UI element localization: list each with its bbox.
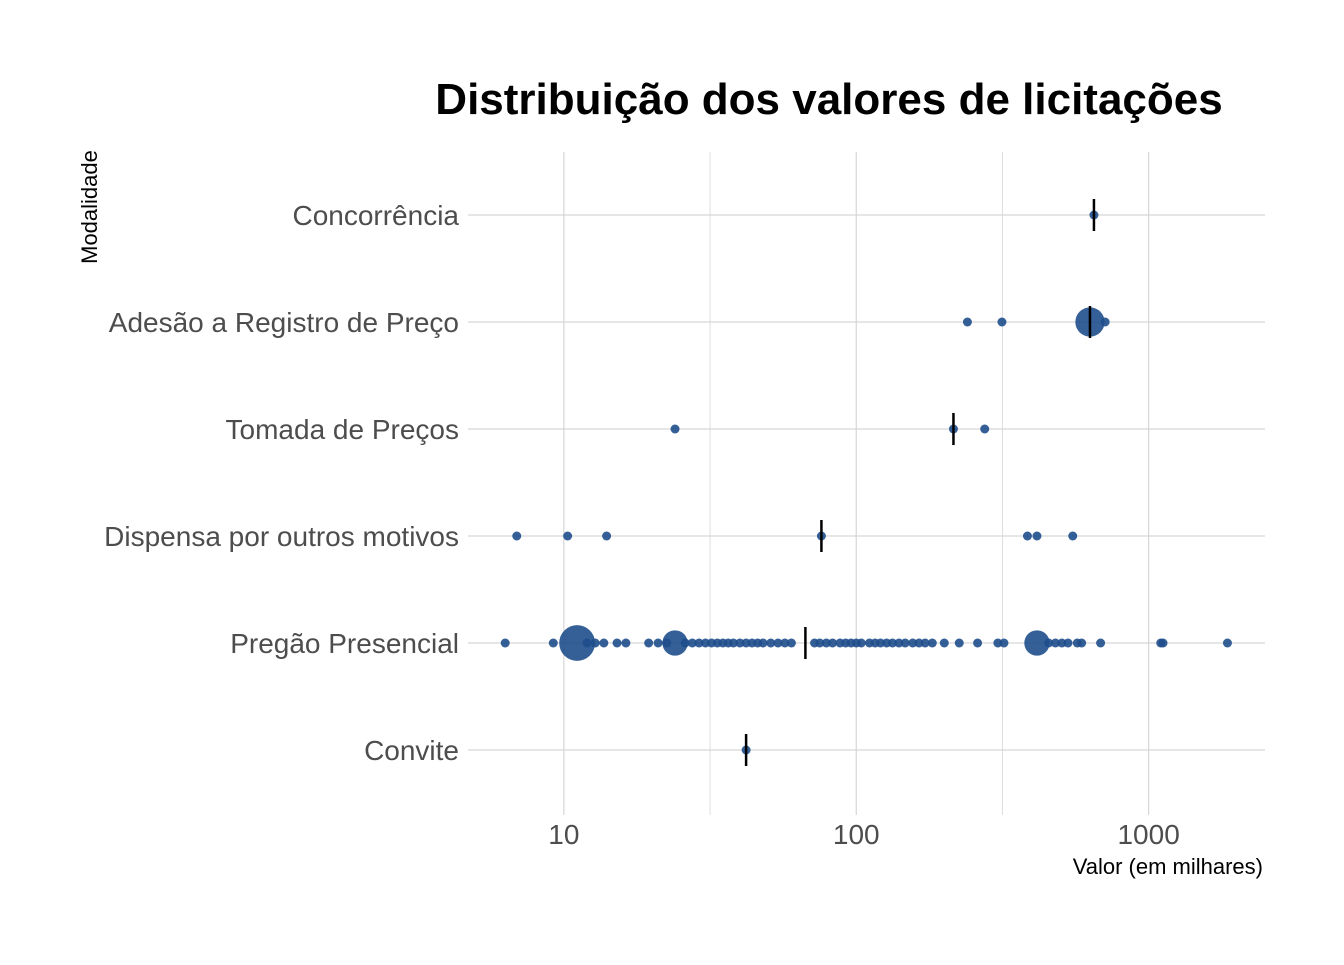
x-tick-label: 10 bbox=[548, 819, 579, 850]
data-point bbox=[1032, 531, 1042, 541]
data-point bbox=[1022, 531, 1032, 541]
data-point bbox=[1024, 630, 1050, 656]
grid bbox=[468, 152, 1265, 815]
data-point bbox=[670, 424, 680, 434]
data-point bbox=[999, 638, 1009, 648]
data-point bbox=[780, 638, 790, 648]
data-point bbox=[927, 638, 937, 648]
data-point bbox=[563, 531, 573, 541]
data-point bbox=[1100, 317, 1110, 327]
data-point bbox=[1050, 638, 1060, 648]
data-point bbox=[980, 424, 990, 434]
data-point bbox=[602, 531, 612, 541]
y-axis-title: Modalidade bbox=[77, 150, 102, 264]
data-point bbox=[887, 638, 897, 648]
data-point bbox=[500, 638, 510, 648]
data-point bbox=[1068, 531, 1078, 541]
data-point bbox=[1077, 638, 1087, 648]
data-point bbox=[1222, 638, 1232, 648]
data-point bbox=[644, 638, 654, 648]
category-label: Dispensa por outros motivos bbox=[104, 521, 459, 552]
data-point bbox=[548, 638, 558, 648]
data-point bbox=[758, 638, 768, 648]
category-label: Adesão a Registro de Preço bbox=[109, 307, 459, 338]
data-point bbox=[1158, 638, 1168, 648]
data-point bbox=[662, 638, 672, 648]
data-point bbox=[773, 638, 783, 648]
data-point bbox=[856, 638, 866, 648]
data-point bbox=[512, 531, 522, 541]
category-label: Concorrência bbox=[292, 200, 459, 231]
data-point bbox=[997, 317, 1007, 327]
chart-title: Distribuição dos valores de licitações bbox=[435, 75, 1222, 124]
data-point bbox=[728, 638, 738, 648]
data-point bbox=[920, 638, 930, 648]
data-point bbox=[1044, 638, 1054, 648]
data-point bbox=[582, 638, 592, 648]
data-points bbox=[500, 210, 1232, 755]
x-tick-label: 1000 bbox=[1117, 819, 1179, 850]
category-labels: Concorrência Adesão a Registro de Preço To… bbox=[104, 200, 459, 766]
category-label: Pregão Presencial bbox=[230, 628, 459, 659]
x-tick-label: 100 bbox=[833, 819, 880, 850]
data-point bbox=[612, 638, 622, 648]
data-point bbox=[962, 317, 972, 327]
data-point bbox=[821, 638, 831, 648]
data-point bbox=[680, 638, 690, 648]
data-point bbox=[559, 625, 596, 661]
data-point bbox=[973, 638, 983, 648]
data-point bbox=[766, 638, 776, 648]
data-point bbox=[1096, 638, 1106, 648]
data-point bbox=[815, 638, 825, 648]
x-axis-title: Valor (em milhares) bbox=[1073, 854, 1263, 879]
data-point bbox=[954, 638, 964, 648]
data-point bbox=[908, 638, 918, 648]
x-tick-labels: 10 100 1000 bbox=[548, 819, 1179, 850]
data-point bbox=[828, 638, 838, 648]
data-point bbox=[653, 638, 663, 648]
data-point bbox=[939, 638, 949, 648]
data-point bbox=[599, 638, 609, 648]
data-point bbox=[894, 638, 904, 648]
data-point bbox=[1063, 638, 1073, 648]
data-point bbox=[735, 638, 745, 648]
data-point bbox=[900, 638, 910, 648]
data-point bbox=[590, 638, 600, 648]
data-point bbox=[687, 638, 697, 648]
category-label: Tomada de Preços bbox=[226, 414, 459, 445]
median-markers bbox=[744, 199, 1096, 766]
category-label: Convite bbox=[364, 735, 459, 766]
data-point bbox=[662, 630, 688, 656]
data-point bbox=[621, 638, 631, 648]
data-point bbox=[694, 638, 704, 648]
data-point bbox=[786, 638, 796, 648]
